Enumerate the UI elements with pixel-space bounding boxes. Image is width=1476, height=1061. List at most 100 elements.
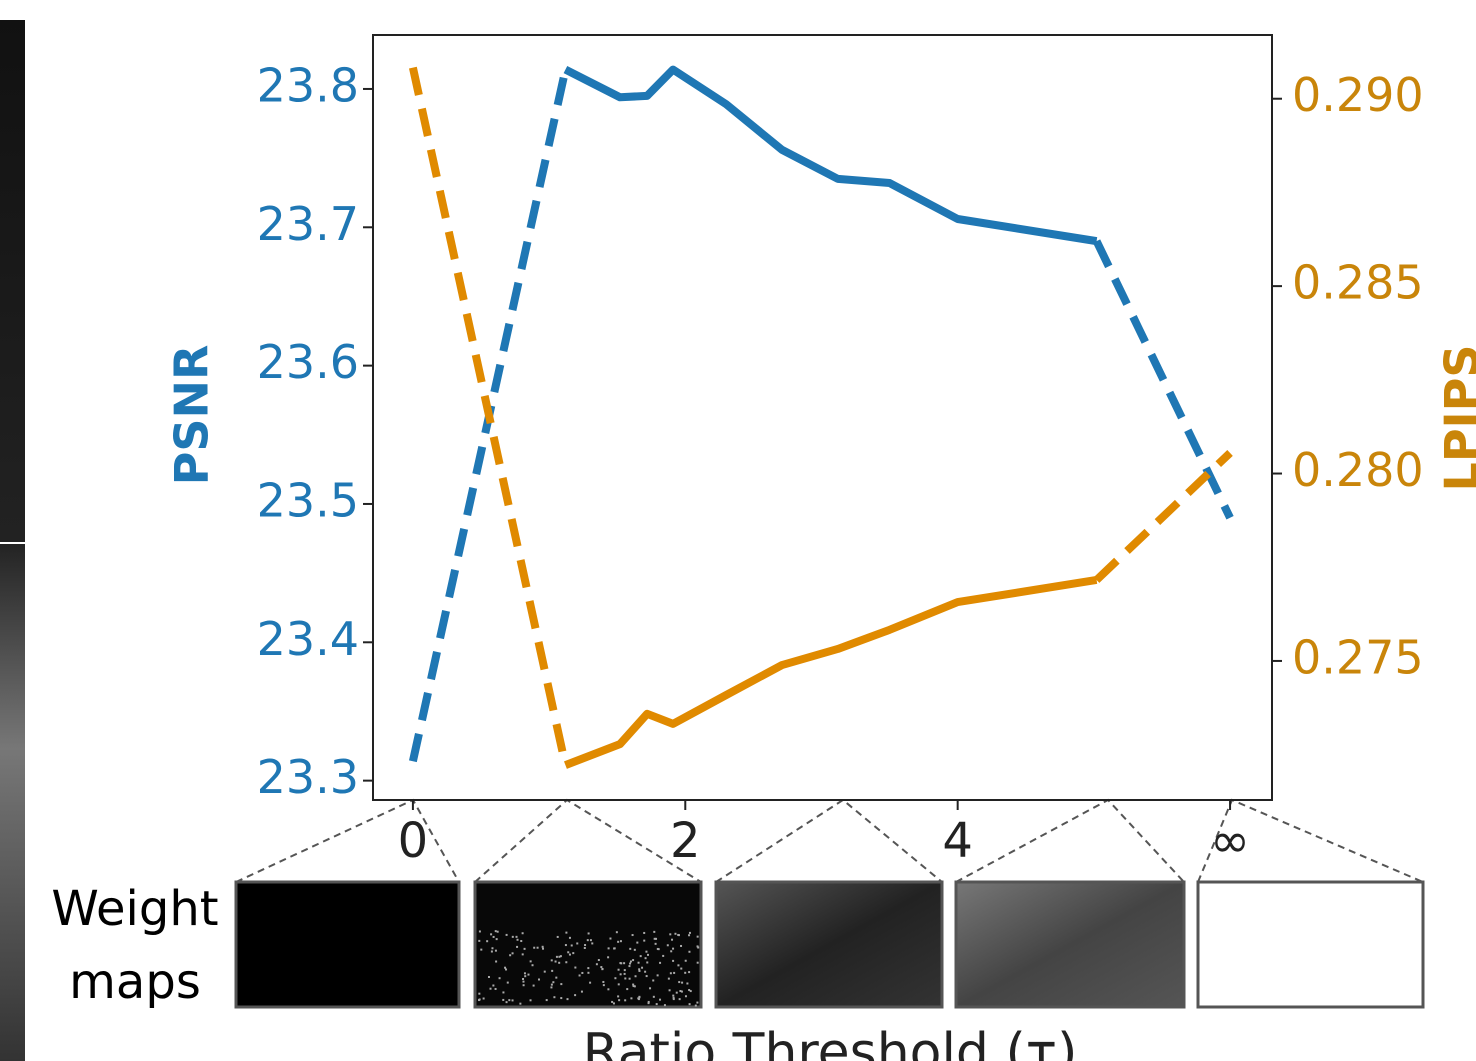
speckle xyxy=(629,960,632,963)
speckle xyxy=(566,998,569,1001)
speckle xyxy=(522,984,525,987)
speckle xyxy=(568,936,571,939)
speckle xyxy=(688,971,691,974)
speckle xyxy=(560,983,563,986)
speckle xyxy=(490,933,493,936)
speckle xyxy=(696,961,699,964)
y-tick-label: 23.7 xyxy=(257,197,359,251)
speckle xyxy=(617,983,620,986)
speckle xyxy=(567,951,570,954)
speckle xyxy=(574,966,577,969)
thumbnail xyxy=(954,880,1186,1009)
speckle xyxy=(672,998,675,1001)
speckle xyxy=(551,969,554,972)
series-line xyxy=(563,65,1098,246)
speckle xyxy=(511,952,514,955)
speckle xyxy=(632,983,635,986)
speckle xyxy=(659,998,662,1001)
speckle xyxy=(672,994,675,997)
speckle xyxy=(515,935,518,938)
speckle xyxy=(558,955,561,958)
speckle xyxy=(564,944,567,947)
speckle xyxy=(519,1002,522,1005)
speckle xyxy=(674,932,677,935)
speckle xyxy=(633,985,636,988)
speckle xyxy=(565,931,568,934)
speckle xyxy=(574,994,577,997)
speckle xyxy=(516,938,519,941)
speckle xyxy=(696,1001,699,1004)
speckle xyxy=(679,990,682,993)
speckle xyxy=(672,947,675,950)
y2-tick-label: 0.280 xyxy=(1292,443,1424,497)
speckle xyxy=(520,940,523,943)
speckle xyxy=(669,933,672,936)
speckle xyxy=(655,937,658,940)
speckle xyxy=(688,931,691,934)
speckle xyxy=(624,977,627,980)
y2-tick-label: 0.275 xyxy=(1292,630,1424,684)
speckle xyxy=(643,931,646,934)
speckle xyxy=(688,934,691,937)
speckle xyxy=(543,970,546,973)
annotation: Weight xyxy=(51,881,218,937)
speckle xyxy=(619,973,622,976)
speckle xyxy=(684,959,687,962)
speckle xyxy=(644,970,647,973)
speckle xyxy=(624,999,627,1002)
speckle xyxy=(672,959,675,962)
speckle xyxy=(680,944,683,947)
speckle xyxy=(688,989,691,992)
speckle xyxy=(617,940,620,943)
side-image xyxy=(0,20,25,1061)
x-tick-label: 4 xyxy=(942,813,973,869)
speckle xyxy=(656,947,659,950)
speckle xyxy=(680,990,683,993)
speckle xyxy=(697,946,700,949)
speckle xyxy=(686,982,689,985)
speckle xyxy=(637,961,640,964)
speckle xyxy=(550,959,553,962)
speckle xyxy=(615,931,618,934)
speckle xyxy=(482,997,485,1000)
speckle xyxy=(630,997,633,1000)
speckle xyxy=(587,967,590,970)
speckle xyxy=(560,997,563,1000)
speckle xyxy=(524,975,527,978)
speckle xyxy=(583,947,586,950)
speckle xyxy=(645,950,648,953)
speckle xyxy=(537,978,540,981)
speckle xyxy=(669,972,672,975)
speckle xyxy=(597,959,600,962)
speckle xyxy=(636,941,639,944)
speckle xyxy=(529,960,532,963)
y2-tick-label: 0.285 xyxy=(1292,256,1424,310)
speckle xyxy=(629,947,632,950)
weight-map-thumbnails xyxy=(234,880,1425,1009)
speckle xyxy=(677,933,680,936)
speckle xyxy=(632,985,635,988)
speckle xyxy=(536,946,539,949)
speckle xyxy=(565,961,568,964)
speckle xyxy=(643,939,646,942)
speckle xyxy=(629,962,632,965)
speckle xyxy=(652,995,655,998)
speckle xyxy=(505,1001,508,1004)
speckle xyxy=(587,971,590,974)
speckle xyxy=(495,938,498,941)
speckle xyxy=(623,972,626,975)
speckle xyxy=(532,984,535,987)
speckle xyxy=(550,986,553,989)
speckle xyxy=(619,962,622,965)
speckle xyxy=(659,961,662,964)
speckle xyxy=(655,1003,658,1006)
speckle xyxy=(696,935,699,938)
speckle xyxy=(673,971,676,974)
speckle xyxy=(611,1000,614,1003)
speckle xyxy=(623,969,626,972)
speckle xyxy=(678,998,681,1001)
speckle xyxy=(602,984,605,987)
speckle xyxy=(498,977,501,980)
speckle xyxy=(529,999,532,1002)
